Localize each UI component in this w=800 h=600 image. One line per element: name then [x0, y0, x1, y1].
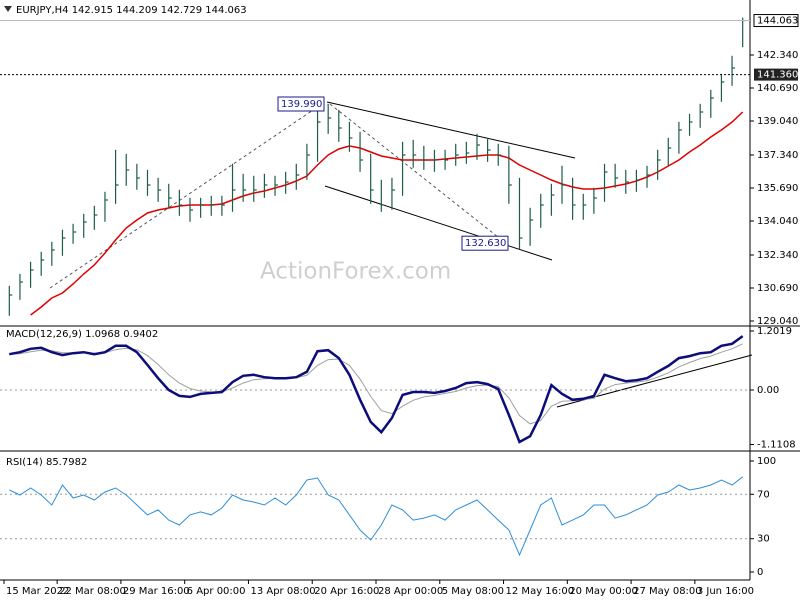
y-tick-label: 135.690	[757, 183, 798, 194]
chart-title: EURJPY,H4 142.915 144.209 142.729 144.06…	[16, 5, 247, 16]
rsi-title: RSI(14) 85.7982	[6, 457, 87, 468]
y-tick-label: 139.040	[757, 116, 798, 127]
macd-title: MACD(12,26,9) 1.0968 0.9402	[6, 329, 158, 340]
fib-line	[329, 103, 509, 246]
y-tick-label: 0.00	[757, 385, 779, 396]
y-tick-label: 30	[757, 534, 770, 545]
annotation-box	[461, 235, 509, 251]
level-box	[754, 68, 798, 81]
x-tick-label: 29 Mar 16:00	[123, 586, 190, 597]
annotation-label: 132.630	[465, 238, 506, 249]
y-tick-label: 130.690	[757, 283, 798, 294]
y-tick-label: 137.340	[757, 150, 798, 161]
x-tick-label: 3 Jun 16:00	[697, 586, 754, 597]
annotation-label: 139.990	[281, 99, 322, 110]
x-tick-label: 20 Apr 16:00	[314, 586, 379, 597]
level-label: 141.360	[757, 70, 798, 81]
y-tick-label: 132.340	[757, 250, 798, 261]
current-price-box	[753, 14, 799, 28]
y-tick-label: 129.040	[757, 316, 798, 327]
y-tick-label: 100	[757, 456, 776, 467]
indicator-line	[9, 335, 744, 444]
channel-upper	[326, 101, 576, 159]
x-tick-label: 6 Apr 00:00	[187, 586, 246, 597]
x-tick-label: 15 Mar 2022	[6, 586, 69, 597]
y-tick-label: 134.040	[757, 216, 798, 227]
channel-lower	[324, 185, 553, 261]
annotation-box	[277, 96, 325, 112]
watermark: ActionForex.com	[260, 259, 451, 285]
current-price-label: 144.063	[757, 16, 798, 27]
symbol-icon	[4, 6, 12, 12]
y-tick-label: -1.1108	[757, 440, 796, 451]
x-tick-label: 28 Apr 00:00	[378, 586, 443, 597]
y-tick-label: 142.340	[757, 50, 798, 61]
y-tick-label: 0	[757, 567, 763, 578]
x-tick-label: 22 Mar 08:00	[59, 586, 126, 597]
x-tick-label: 20 May 00:00	[569, 586, 638, 597]
x-tick-label: 5 May 08:00	[442, 586, 504, 597]
moving-average	[30, 111, 744, 316]
y-tick-label: 70	[757, 489, 770, 500]
indicator-line	[9, 476, 744, 557]
x-tick-label: 27 May 08:00	[633, 586, 702, 597]
y-tick-label: 140.690	[757, 83, 798, 94]
x-tick-label: 13 Apr 08:00	[250, 586, 315, 597]
x-tick-label: 12 May 16:00	[506, 586, 575, 597]
fib-line	[49, 103, 323, 289]
y-tick-label: 1.2019	[757, 326, 792, 337]
